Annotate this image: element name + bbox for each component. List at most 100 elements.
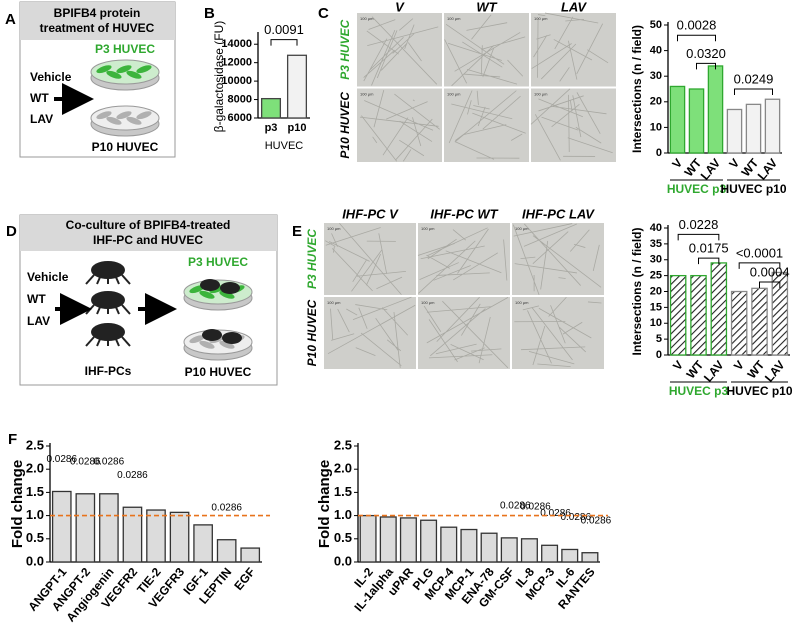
vessel-network — [512, 223, 602, 296]
vessel-network — [363, 16, 439, 86]
cell — [219, 290, 235, 299]
p-value: 0.0286 — [211, 502, 242, 513]
row-label: P3 HUVEC — [305, 229, 319, 289]
bar — [440, 526, 458, 563]
p-value: <0.0001 — [736, 245, 783, 260]
p-value: 0.0286 — [46, 454, 77, 465]
micrograph — [512, 297, 604, 369]
diagram-title: Co-culture of BPIFB4-treated — [66, 218, 231, 232]
cell — [126, 70, 142, 79]
bar — [561, 548, 579, 563]
bar — [500, 537, 518, 563]
y-tick-label: 12000 — [221, 57, 252, 69]
x-tick-label: p3 — [265, 122, 278, 134]
bar — [771, 271, 789, 356]
pericyte-process — [121, 274, 131, 285]
cell — [106, 70, 122, 79]
y-tick-label: 30 — [650, 254, 662, 266]
bar — [707, 65, 724, 154]
scale-label: 100 µm — [534, 16, 548, 21]
bar — [669, 274, 687, 356]
group-label: HUVEC p10 — [720, 182, 786, 196]
significance-bracket — [734, 88, 773, 95]
dish-label: P3 HUVEC — [95, 42, 155, 56]
bar — [399, 517, 417, 563]
pericyte-process — [121, 336, 131, 347]
bar — [420, 519, 438, 563]
vessel-network — [444, 14, 526, 87]
scale-label: 100 µm — [534, 92, 548, 97]
y-tick-label: 14000 — [221, 38, 252, 50]
vessel-network — [514, 296, 602, 368]
panel-a-header — [20, 2, 175, 40]
x-tick-label: LAV — [698, 156, 724, 183]
p-value: 0.0286 — [117, 470, 148, 481]
bar — [75, 493, 96, 563]
bar — [99, 493, 119, 563]
scale-label: 100 µm — [421, 226, 435, 231]
vessel-network — [531, 12, 609, 82]
p-value: 0.0286 — [520, 501, 551, 512]
significance-bracket — [738, 262, 781, 269]
bar — [260, 97, 282, 119]
p-value: 0.0320 — [686, 46, 726, 61]
y-axis-label: Fold change — [316, 460, 333, 548]
micrograph — [324, 297, 416, 369]
y-tick-label: 50 — [650, 19, 662, 31]
treatment-label: LAV — [30, 112, 53, 126]
bar — [240, 547, 261, 563]
treatment-label: WT — [27, 292, 46, 306]
scale-label: 100 µm — [360, 16, 374, 21]
scale-label: 100 µm — [447, 92, 461, 97]
micrograph — [512, 223, 604, 295]
y-tick-label: 5 — [656, 333, 662, 345]
column-header: LAV — [561, 0, 587, 14]
y-tick-label: 0.0 — [26, 553, 44, 568]
pericyte-process — [121, 304, 131, 315]
bar — [286, 54, 308, 119]
pericyte-process — [114, 336, 120, 347]
x-tick-label: LAV — [762, 358, 788, 385]
scale-label: 100 µm — [327, 300, 341, 305]
diagram-title: IHF-PC and HUVEC — [93, 233, 203, 247]
cell — [116, 65, 132, 74]
row-label: P3 HUVEC — [338, 19, 352, 79]
column-header: V — [395, 0, 405, 14]
vessel-network — [530, 88, 613, 161]
p-value: 0.0004 — [750, 264, 790, 279]
bar — [690, 274, 707, 356]
bar — [688, 88, 705, 154]
bar — [379, 516, 397, 563]
panel-letter: D — [6, 223, 17, 240]
bar — [726, 108, 743, 154]
bar — [541, 544, 559, 563]
pericyte-process — [85, 336, 95, 347]
micrograph — [418, 297, 510, 369]
p-value: 0.0286 — [560, 512, 591, 523]
significance-bracket — [270, 39, 298, 46]
cell — [199, 340, 215, 349]
cell — [219, 340, 235, 349]
bar — [169, 511, 190, 563]
vessel-network — [325, 222, 406, 295]
bar — [581, 552, 599, 563]
y-tick-label: 0.0 — [334, 553, 352, 568]
y-tick-label: 6000 — [228, 112, 252, 124]
pericyte — [91, 291, 125, 309]
panel-letter: B — [204, 5, 215, 22]
dish-label: P3 HUVEC — [188, 255, 248, 269]
pericyte-process — [85, 274, 95, 285]
panel-d-header — [20, 215, 277, 251]
y-tick-label: 1.5 — [26, 484, 44, 499]
micrograph — [444, 13, 529, 87]
bar — [751, 287, 768, 356]
y-tick-label: 2.0 — [334, 461, 352, 476]
cell — [106, 116, 122, 125]
cell — [189, 335, 205, 344]
significance-bracket — [677, 34, 716, 42]
p-value: 0.0249 — [734, 71, 774, 86]
diagram-title: treatment of HUVEC — [40, 21, 155, 35]
p-value: 0.0228 — [679, 217, 719, 232]
y-tick-label: 0 — [656, 147, 662, 159]
